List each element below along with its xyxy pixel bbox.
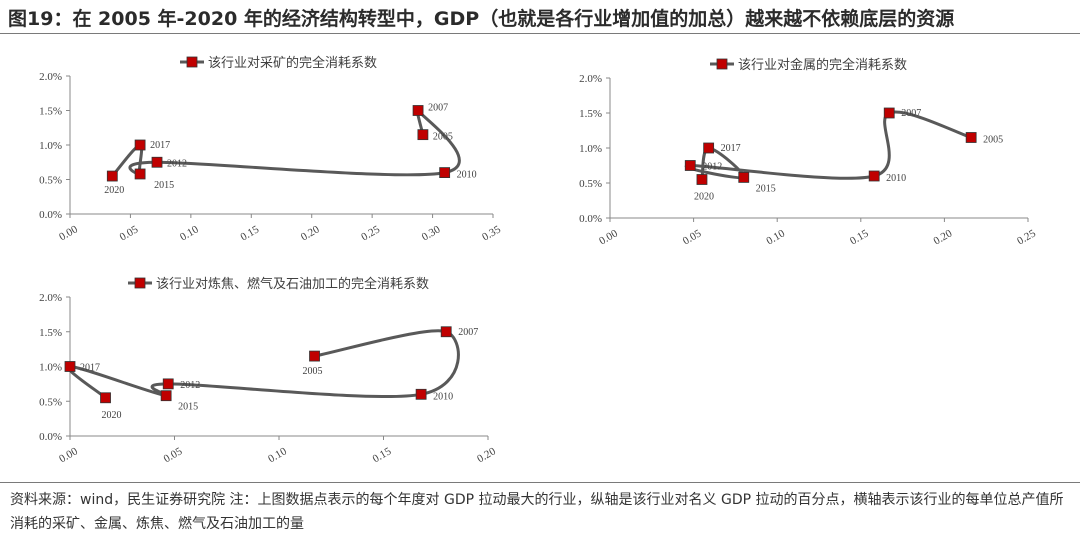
y-tick-label: 2.0%	[39, 292, 62, 304]
data-label-2012: 2012	[180, 380, 200, 391]
legend: 该行业对金属的完全消耗系数	[710, 57, 907, 73]
data-label-2012: 2012	[167, 158, 187, 169]
y-tick-label: 0.5%	[579, 178, 602, 190]
source-rule	[0, 482, 1080, 483]
y-tick-label: 0.5%	[39, 396, 62, 408]
legend-label: 该行业对炼焦、燃气及石油加工的完全消耗系数	[156, 276, 429, 292]
y-tick-label: 1.5%	[39, 327, 62, 339]
data-label-2007: 2007	[458, 327, 478, 338]
y-tick-label: 1.0%	[39, 140, 62, 152]
series-line	[66, 329, 460, 399]
y-tick-label: 0.0%	[579, 213, 602, 225]
legend-marker	[186, 56, 198, 68]
x-tick-label: 0.10	[266, 445, 289, 465]
x-tick-label: 0.15	[848, 227, 871, 247]
data-label-2012: 2012	[702, 162, 722, 173]
y-tick-label: 1.0%	[39, 362, 62, 374]
x-tick-label: 0.10	[764, 227, 787, 247]
data-point-2015	[738, 171, 750, 183]
data-label-2017: 2017	[150, 140, 170, 151]
data-label-2020: 2020	[102, 410, 122, 421]
data-point-2012	[151, 156, 163, 168]
data-label-2017: 2017	[80, 363, 100, 374]
data-point-2015	[160, 390, 172, 402]
data-point-2007	[440, 326, 452, 338]
data-label-2017: 2017	[721, 143, 741, 154]
data-label-2005: 2005	[433, 132, 453, 143]
y-tick-label: 2.0%	[39, 71, 62, 83]
x-tick-label: 0.05	[162, 445, 185, 465]
legend-marker	[716, 58, 728, 70]
data-point-2007	[883, 107, 895, 119]
x-tick-label: 0.20	[932, 227, 955, 247]
data-point-2005	[309, 350, 320, 362]
data-label-2010: 2010	[433, 391, 453, 402]
x-tick-label: 0.20	[475, 445, 498, 465]
figure-title: 图19：在 2005 年-2020 年的经济结构转型中，GDP（也就是各行业增加…	[8, 8, 955, 30]
x-tick-label: 0.25	[1015, 227, 1038, 247]
legend-marker	[134, 277, 146, 289]
legend-label: 该行业对金属的完全消耗系数	[738, 57, 907, 73]
y-tick-label: 2.0%	[579, 73, 602, 85]
data-point-2010	[439, 167, 451, 179]
chart-coking-oil: 0.0% 0.5% 1.0% 1.5% 2.0% 0.00 0.05 0.10 0.15 0.20…	[39, 276, 498, 465]
x-tick-label: 0.00	[57, 445, 80, 465]
data-label-2015: 2015	[756, 183, 776, 194]
data-point-2007	[412, 105, 424, 116]
data-label-2015: 2015	[154, 180, 174, 191]
chart-metal: 0.0% 0.5% 1.0% 1.5% 2.0% 0.00 0.05 0.10 0.15 0.20…	[579, 57, 1038, 247]
legend-label: 该行业对采矿的完全消耗系数	[208, 55, 377, 71]
data-point-2017	[134, 139, 146, 151]
y-tick-label: 1.0%	[579, 143, 602, 155]
data-label-2020: 2020	[694, 192, 714, 203]
data-point-2010	[868, 170, 880, 182]
x-tick-label: 0.15	[371, 445, 394, 465]
source-note: 资料来源：wind，民生证券研究院 注：上图数据点表示的每个年度对 GDP 拉动…	[10, 492, 1064, 532]
data-point-2017	[703, 142, 715, 154]
x-tick-label: 0.00	[597, 227, 620, 247]
data-label-2015: 2015	[178, 402, 198, 413]
data-label-2007: 2007	[428, 103, 448, 114]
y-tick-label: 0.0%	[39, 209, 62, 221]
data-label-2005: 2005	[303, 366, 323, 377]
y-tick-label: 1.5%	[39, 106, 62, 118]
data-point-2020	[696, 174, 708, 185]
y-tick-label: 1.5%	[579, 108, 602, 120]
data-label-2005: 2005	[983, 135, 1003, 146]
data-point-2020	[106, 170, 118, 182]
data-label-2020: 2020	[104, 185, 124, 196]
data-point-2005	[965, 132, 977, 143]
data-point-2020	[100, 392, 111, 404]
y-tick-label: 0.0%	[39, 431, 62, 443]
data-label-2007: 2007	[901, 108, 921, 119]
data-point-2010	[415, 388, 427, 400]
data-point-2015	[134, 168, 146, 180]
legend: 该行业对采矿的完全消耗系数	[180, 55, 377, 71]
title-rule	[0, 33, 1080, 34]
data-label-2010: 2010	[457, 170, 477, 181]
y-tick-label: 0.5%	[39, 175, 62, 187]
x-tick-label: 0.05	[681, 227, 704, 247]
data-point-2012	[162, 378, 174, 390]
data-label-2010: 2010	[886, 173, 906, 184]
data-point-2005	[417, 129, 429, 141]
chart-mining: 0.0%0.5%1.0%1.5%2.0%0.00 0.05 0.10 0.15 0.20…	[39, 55, 503, 243]
legend: 该行业对炼焦、燃气及石油加工的完全消耗系数	[128, 276, 429, 292]
data-point-2012	[684, 160, 696, 171]
data-point-2017	[64, 361, 76, 372]
